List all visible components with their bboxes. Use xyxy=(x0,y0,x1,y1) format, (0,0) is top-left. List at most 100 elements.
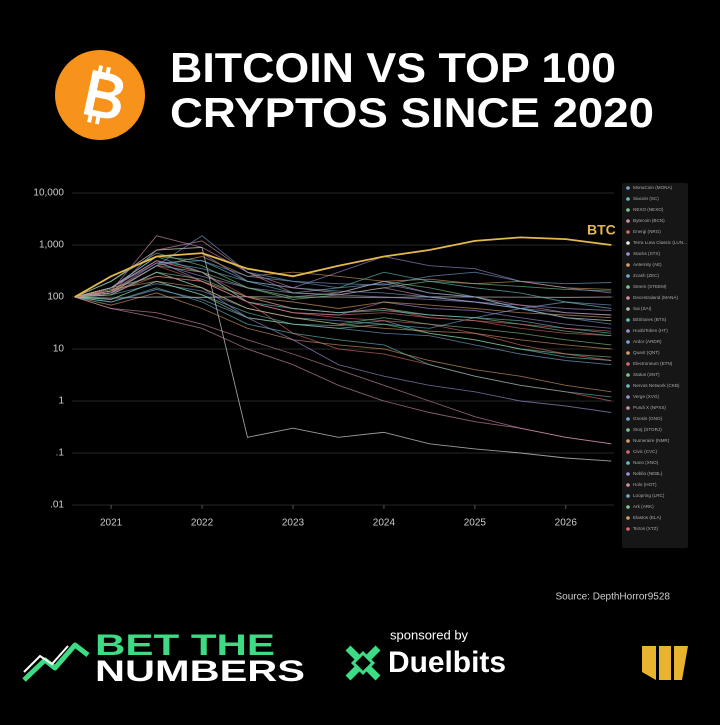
series-line xyxy=(74,280,612,350)
legend-label: NEXO (NEXO) xyxy=(633,207,664,212)
legend-label: BitShares (BTS) xyxy=(633,317,667,322)
legend-swatch xyxy=(626,351,630,355)
legend-label: MonaCoin (MONA) xyxy=(633,185,673,190)
logo-glyph xyxy=(83,70,124,119)
legend-swatch xyxy=(626,505,630,509)
series-line xyxy=(74,235,612,325)
legend-swatch xyxy=(626,362,630,366)
legend-label: Energi (NRG) xyxy=(633,229,661,234)
legend-label: Holo (HOT) xyxy=(633,482,657,487)
legend-swatch xyxy=(626,417,630,421)
legend-swatch xyxy=(626,307,630,311)
legend-swatch xyxy=(626,494,630,498)
legend-label: Bytecoin (BCN) xyxy=(633,218,665,223)
legend-swatch xyxy=(626,516,630,520)
legend-label: Neblio (NEBL) xyxy=(633,471,663,476)
legend-swatch xyxy=(626,373,630,377)
sponsor-icon xyxy=(350,650,376,676)
legend-label: Ark (ARK) xyxy=(633,504,654,509)
legend-swatch xyxy=(626,263,630,267)
legend-swatch xyxy=(626,384,630,388)
legend-label: Tezos (XTZ) xyxy=(633,526,658,531)
legend-label: Loopring (LRC) xyxy=(633,493,665,498)
legend-label: Numeraire (NMR) xyxy=(633,438,670,443)
x-tick-label: 2024 xyxy=(373,518,396,529)
legend-swatch xyxy=(626,274,630,278)
title-line: CRYPTOS SINCE 2020 xyxy=(170,89,654,136)
legend-swatch xyxy=(626,318,630,322)
series-line xyxy=(74,296,612,445)
legend-label: Siacoin (SC) xyxy=(633,196,659,201)
legend-swatch xyxy=(626,296,630,300)
legend-label: Steem (STEEM) xyxy=(633,284,667,289)
legend-label: Aeternity (AE) xyxy=(633,262,662,267)
legend-label: Gnosis (GNO) xyxy=(633,416,663,421)
legend-label: Quant (QNT) xyxy=(633,350,660,355)
y-tick-label: 10,000 xyxy=(33,188,64,199)
legend-label: Zcash (ZEC) xyxy=(633,273,660,278)
legend-label: Elastos (ELA) xyxy=(633,515,662,520)
y-tick-label: .01 xyxy=(50,500,64,511)
legend-swatch xyxy=(626,406,630,410)
legend-label: Verge (XVG) xyxy=(633,394,660,399)
legend-swatch xyxy=(626,340,630,344)
legend-swatch xyxy=(626,230,630,234)
brand-icon xyxy=(22,642,90,682)
brand-icon xyxy=(23,645,69,673)
legend-swatch xyxy=(626,439,630,443)
legend-label: Nano (XNO) xyxy=(633,460,659,465)
legend-swatch xyxy=(626,285,630,289)
plot: 10,000 1,000 100 10 1 .1 .01 2021 2022 2023 2024 20… xyxy=(33,188,615,529)
legend-swatch xyxy=(626,329,630,333)
legend-swatch xyxy=(626,219,630,223)
y-tick-label: 1,000 xyxy=(39,240,64,251)
legend-box xyxy=(622,183,688,548)
legend-swatch xyxy=(626,450,630,454)
series-line xyxy=(74,235,612,316)
x-tick-label: 2021 xyxy=(100,518,123,529)
series-line xyxy=(74,287,612,398)
source: Source: DepthHorror9528 xyxy=(555,592,670,603)
legend-label: Stacks (STX) xyxy=(633,251,661,256)
legend-swatch xyxy=(626,483,630,487)
highlight-label: BTC xyxy=(587,222,616,238)
bitcoin-logo xyxy=(55,50,145,140)
brand-text: BET THE xyxy=(95,629,275,662)
legend-swatch xyxy=(626,252,630,256)
series-line xyxy=(74,292,612,393)
legend-swatch xyxy=(626,461,630,465)
x-tick-label: 2026 xyxy=(555,518,578,529)
logo-glyph xyxy=(97,65,104,74)
title-line: BITCOIN VS TOP 100 xyxy=(170,44,616,91)
legend-label: Pundi X (NPXS) xyxy=(633,405,666,410)
corner-logo xyxy=(642,646,688,680)
legend-swatch xyxy=(626,472,630,476)
corner-logo-part xyxy=(674,646,688,680)
y-tick-label: .1 xyxy=(56,448,65,459)
highlight-line xyxy=(74,236,612,298)
legend-swatch xyxy=(626,527,630,531)
legend-label: Sai (SAI) xyxy=(633,306,652,311)
legend-swatch xyxy=(626,208,630,212)
brand-text: NUMBERS xyxy=(95,655,305,688)
series-line xyxy=(74,296,612,299)
legend-label: Terra Luna Classic (LUN... xyxy=(633,240,687,245)
brand-logo: BET THE NUMBERS xyxy=(22,629,305,688)
legend: MonaCoin (MONA) Siacoin (SC) NEXO (NEXO) By… xyxy=(626,185,687,531)
legend-swatch xyxy=(626,428,630,432)
sponsor-logo: sponsored by Duelbits xyxy=(345,627,506,681)
logo-glyph xyxy=(105,66,111,76)
x-tick-label: 2025 xyxy=(464,518,487,529)
legend-label: HuobiToken (HT) xyxy=(633,328,668,333)
legend-label: Decentraland (MANA) xyxy=(633,295,678,300)
legend-swatch xyxy=(626,197,630,201)
series-line xyxy=(74,275,612,332)
y-tick-label: 10 xyxy=(53,344,65,355)
legend-swatch xyxy=(626,241,630,245)
x-tick-label: 2022 xyxy=(191,518,214,529)
logo-glyph xyxy=(94,115,101,125)
legend-swatch xyxy=(626,395,630,399)
legend-label: Electroneum (ETN) xyxy=(633,361,673,366)
y-tick-label: 1 xyxy=(58,396,64,407)
